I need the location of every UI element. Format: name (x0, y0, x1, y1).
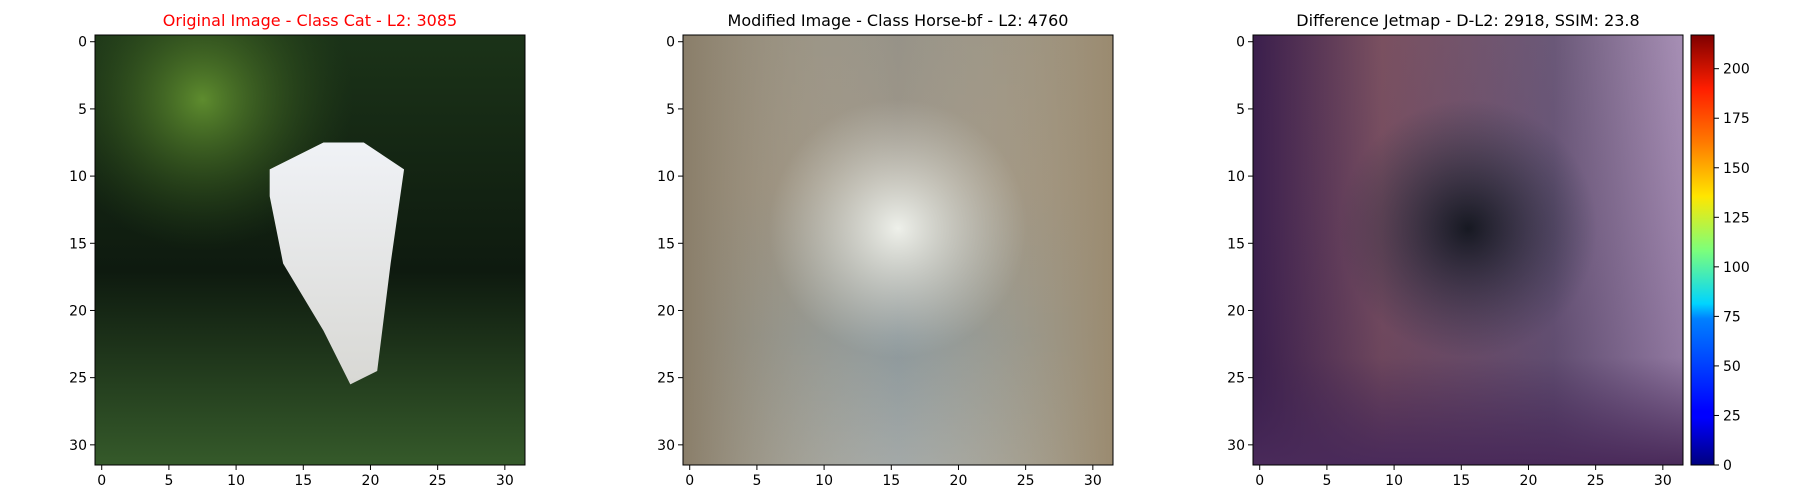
x-tick-label: 10 (815, 473, 833, 489)
y-tick-label: 25 (657, 371, 675, 387)
image-original (95, 35, 525, 465)
panel-title-difference: Difference Jetmap - D-L2: 2918, SSIM: 23… (1296, 11, 1639, 30)
colorbar-tick-label: 50 (1723, 359, 1741, 375)
x-tick-label: 25 (429, 473, 447, 489)
colorbar-tick-label: 200 (1723, 62, 1750, 78)
y-tick-label: 5 (1236, 102, 1245, 118)
colorbar-tick-label: 75 (1723, 309, 1741, 325)
y-tick-label: 20 (1227, 303, 1245, 319)
colorbar-tick-label: 175 (1723, 111, 1750, 127)
y-tick-label: 15 (657, 236, 675, 252)
panel-title-modified: Modified Image - Class Horse-bf - L2: 47… (728, 11, 1069, 30)
y-tick-label: 30 (69, 438, 87, 454)
panel-original: Original Image - Class Cat - L2: 3085 0 5… (69, 11, 525, 489)
y-tick-label: 0 (78, 35, 87, 51)
x-ticks-modified: 0 5 10 15 20 25 30 (685, 465, 1102, 489)
colorbar-tick-label: 125 (1723, 210, 1750, 226)
y-tick-label: 15 (69, 236, 87, 252)
y-tick-label: 20 (69, 303, 87, 319)
x-tick-label: 0 (685, 473, 694, 489)
x-tick-label: 30 (1654, 473, 1672, 489)
y-tick-label: 10 (69, 169, 87, 185)
y-tick-label: 20 (657, 303, 675, 319)
x-tick-label: 10 (227, 473, 245, 489)
y-ticks-difference: 0 5 10 15 20 25 30 (1227, 35, 1253, 454)
y-tick-label: 0 (666, 35, 675, 51)
colorbar-tick-label: 150 (1723, 161, 1750, 177)
y-ticks-original: 0 5 10 15 20 25 30 (69, 35, 95, 454)
y-tick-label: 10 (1227, 169, 1245, 185)
x-tick-label: 20 (1520, 473, 1538, 489)
y-ticks-modified: 0 5 10 15 20 25 30 (657, 35, 683, 454)
x-tick-label: 5 (164, 473, 173, 489)
panel-title-original: Original Image - Class Cat - L2: 3085 (163, 11, 457, 30)
x-tick-label: 5 (1322, 473, 1331, 489)
x-tick-label: 25 (1017, 473, 1035, 489)
colorbar-ticks: 0 25 50 75 100 125 150 175 200 (1714, 62, 1750, 474)
y-tick-label: 25 (1227, 371, 1245, 387)
y-tick-label: 10 (657, 169, 675, 185)
y-tick-label: 25 (69, 371, 87, 387)
colorbar: 0 25 50 75 100 125 150 175 200 (1691, 35, 1750, 474)
x-tick-label: 0 (97, 473, 106, 489)
image-difference (1253, 35, 1683, 465)
y-tick-label: 30 (657, 438, 675, 454)
x-ticks-original: 0 5 10 15 20 25 30 (97, 465, 514, 489)
x-tick-label: 15 (294, 473, 312, 489)
x-ticks-difference: 0 5 10 15 20 25 30 (1255, 465, 1672, 489)
x-tick-label: 15 (1452, 473, 1470, 489)
colorbar-tick-label: 0 (1723, 458, 1732, 474)
x-tick-label: 30 (496, 473, 514, 489)
panel-modified: Modified Image - Class Horse-bf - L2: 47… (657, 11, 1113, 489)
colorbar-gradient (1691, 35, 1714, 465)
panel-difference: Difference Jetmap - D-L2: 2918, SSIM: 23… (1227, 11, 1683, 489)
y-tick-label: 5 (78, 102, 87, 118)
y-tick-label: 30 (1227, 438, 1245, 454)
colorbar-tick-label: 100 (1723, 260, 1750, 276)
x-tick-label: 20 (362, 473, 380, 489)
x-tick-label: 15 (882, 473, 900, 489)
x-tick-label: 5 (752, 473, 761, 489)
x-tick-label: 0 (1255, 473, 1264, 489)
x-tick-label: 20 (950, 473, 968, 489)
colorbar-tick-label: 25 (1723, 408, 1741, 424)
x-tick-label: 25 (1587, 473, 1605, 489)
image-modified (683, 35, 1113, 465)
x-tick-label: 10 (1385, 473, 1403, 489)
y-tick-label: 5 (666, 102, 675, 118)
x-tick-label: 30 (1084, 473, 1102, 489)
y-tick-label: 15 (1227, 236, 1245, 252)
y-tick-label: 0 (1236, 35, 1245, 51)
